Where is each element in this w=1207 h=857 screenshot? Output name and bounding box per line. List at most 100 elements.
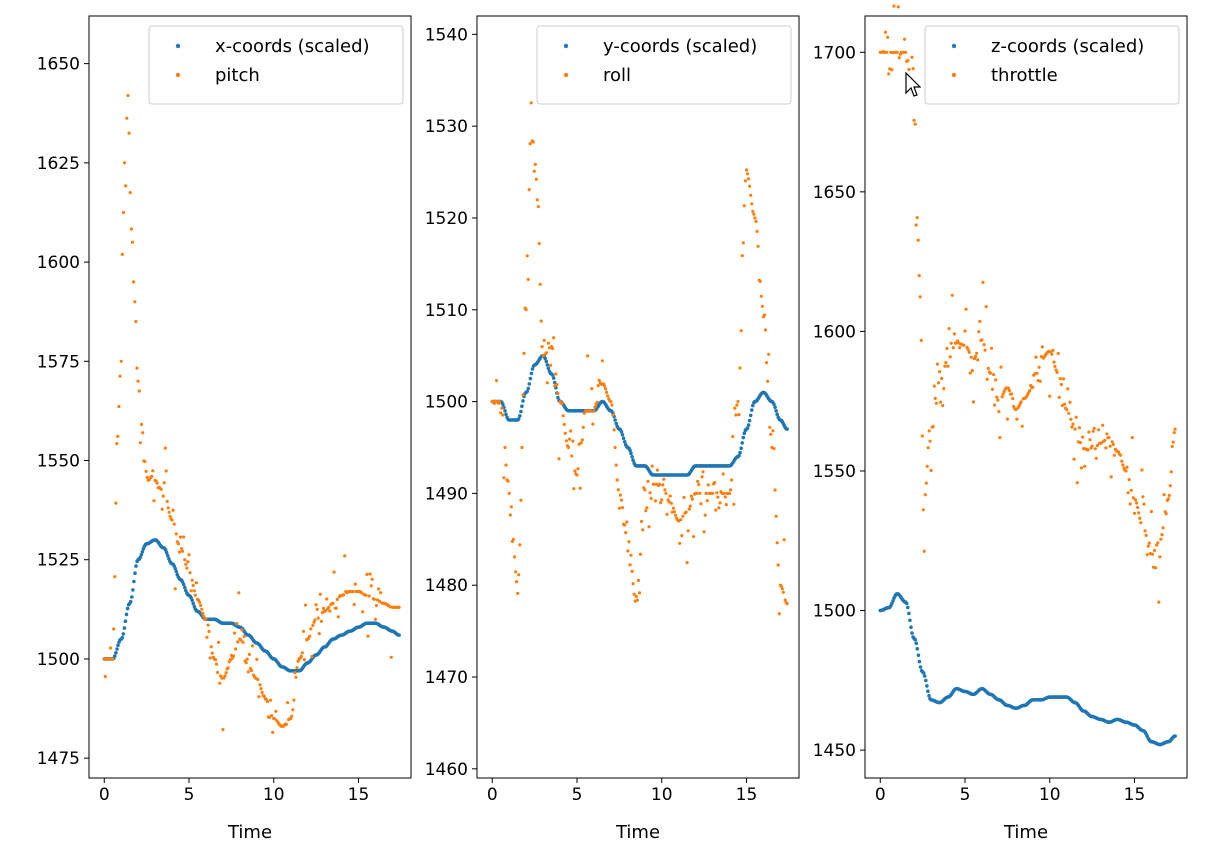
data-point: [522, 351, 526, 355]
data-point: [1111, 442, 1115, 447]
data-point: [931, 424, 935, 428]
data-point: [342, 593, 346, 597]
data-point: [113, 654, 117, 658]
data-point: [755, 229, 759, 233]
data-point: [176, 542, 180, 546]
data-point: [1096, 428, 1101, 432]
data-point: [936, 381, 941, 385]
data-point: [590, 387, 594, 391]
data-point: [684, 510, 688, 514]
data-point: [782, 538, 786, 542]
data-point: [686, 529, 690, 533]
data-point: [760, 304, 765, 308]
data-point: [533, 162, 537, 166]
data-point: [335, 597, 339, 602]
data-point: [1126, 491, 1130, 495]
data-point: [1000, 395, 1004, 399]
data-point: [610, 403, 614, 407]
data-point: [649, 496, 653, 500]
data-point: [1054, 368, 1058, 372]
data-point: [119, 359, 123, 363]
data-point: [112, 627, 116, 631]
data-point: [941, 404, 945, 408]
legend-marker: [563, 43, 569, 49]
y-tick-label: 1490: [425, 484, 468, 504]
data-point: [732, 502, 736, 506]
data-point: [948, 355, 952, 359]
x-tick-label: 5: [572, 785, 583, 805]
data-point: [494, 379, 499, 383]
data-point: [749, 193, 753, 197]
y-tick-label: 1500: [425, 393, 468, 413]
series-2: [490, 101, 789, 616]
data-point: [301, 629, 305, 633]
data-point: [512, 555, 517, 559]
data-point: [120, 252, 124, 256]
data-point: [984, 305, 988, 309]
data-point: [389, 655, 393, 659]
data-point: [908, 618, 912, 623]
series-2: [878, 4, 1177, 604]
data-point: [114, 651, 118, 655]
data-point: [983, 348, 987, 352]
data-point: [313, 618, 317, 622]
data-point: [744, 168, 749, 172]
data-point: [260, 690, 264, 695]
data-point: [501, 402, 505, 407]
data-point: [934, 401, 939, 405]
data-point: [921, 508, 925, 512]
data-point: [111, 657, 115, 661]
data-point: [134, 564, 138, 568]
data-point: [249, 668, 254, 673]
data-point: [244, 661, 248, 665]
data-point: [950, 293, 954, 297]
data-point: [1075, 481, 1079, 485]
data-point: [1140, 468, 1144, 472]
data-point: [107, 657, 112, 661]
data-point: [144, 469, 148, 473]
data-point: [974, 354, 978, 359]
data-point: [985, 377, 989, 381]
data-point: [752, 212, 756, 216]
data-point: [127, 131, 131, 135]
data-point: [270, 714, 274, 718]
data-point: [535, 198, 539, 202]
data-point: [774, 409, 778, 413]
data-point: [1144, 533, 1148, 538]
data-point: [351, 589, 355, 594]
data-point: [316, 616, 320, 620]
x-tick-label: 0: [99, 785, 110, 805]
data-point: [1053, 364, 1057, 368]
data-point: [939, 400, 943, 404]
chart-panel-1: 0 5 10 15 1475 1500 1525 1550 1575 1600 1625 1650 Ti…: [37, 15, 412, 843]
data-point: [377, 587, 381, 591]
legend-label: roll: [603, 65, 631, 86]
data-point: [563, 431, 567, 435]
data-point: [776, 563, 780, 567]
data-point: [758, 279, 762, 283]
data-point: [1012, 404, 1016, 408]
data-point: [315, 607, 319, 612]
data-point: [1083, 464, 1087, 468]
data-point: [1166, 497, 1170, 501]
data-point: [1110, 440, 1114, 444]
data-point: [135, 366, 139, 370]
data-point: [163, 446, 167, 450]
data-point: [781, 590, 785, 594]
data-point: [1070, 425, 1074, 429]
data-point: [116, 643, 120, 647]
legend-marker: [175, 72, 181, 78]
data-point: [605, 390, 609, 394]
series-1: [490, 353, 789, 477]
data-point: [773, 488, 777, 492]
data-point: [1120, 459, 1124, 463]
data-point: [980, 338, 984, 342]
data-point: [138, 441, 142, 445]
y-tick-label: 1520: [425, 209, 468, 229]
data-point: [916, 238, 920, 242]
data-point: [997, 410, 1001, 414]
data-point: [641, 528, 645, 532]
data-point: [1147, 541, 1151, 545]
data-point: [1071, 422, 1075, 426]
data-point: [632, 592, 636, 596]
